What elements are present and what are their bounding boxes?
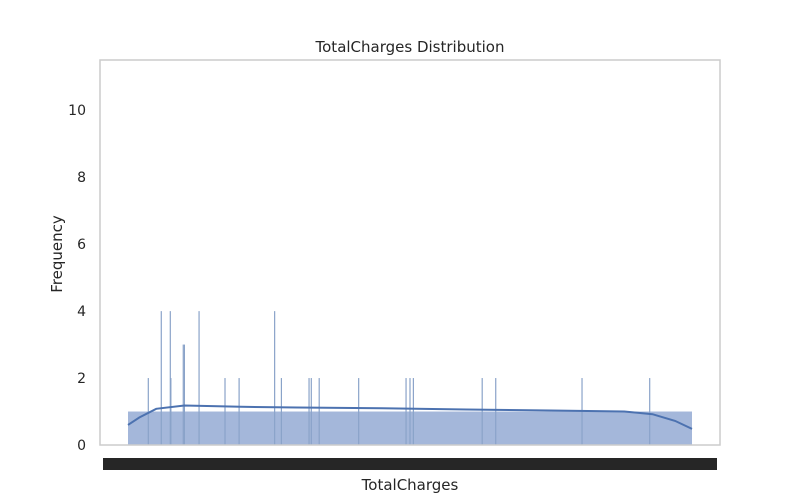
x-tick-labels-overlapped [103,458,717,470]
kde-line [127,404,693,430]
y-tick-label-10: 10 [68,103,86,119]
y-tick-label-6: 6 [77,237,86,253]
y-tick-label-4: 4 [77,304,86,320]
x-axis-label: TotalCharges [361,476,459,494]
chart-title: TotalCharges Distribution [315,38,505,56]
plot-frame [99,59,721,446]
y-tick-label-8: 8 [77,170,86,186]
y-axis-label: Frequency [48,215,66,293]
y-tick-label-0: 0 [77,438,86,454]
y-axis-ticks: 0 2 4 6 8 10 [68,103,86,454]
histogram-spikes [147,311,651,445]
y-tick-label-2: 2 [77,371,86,387]
